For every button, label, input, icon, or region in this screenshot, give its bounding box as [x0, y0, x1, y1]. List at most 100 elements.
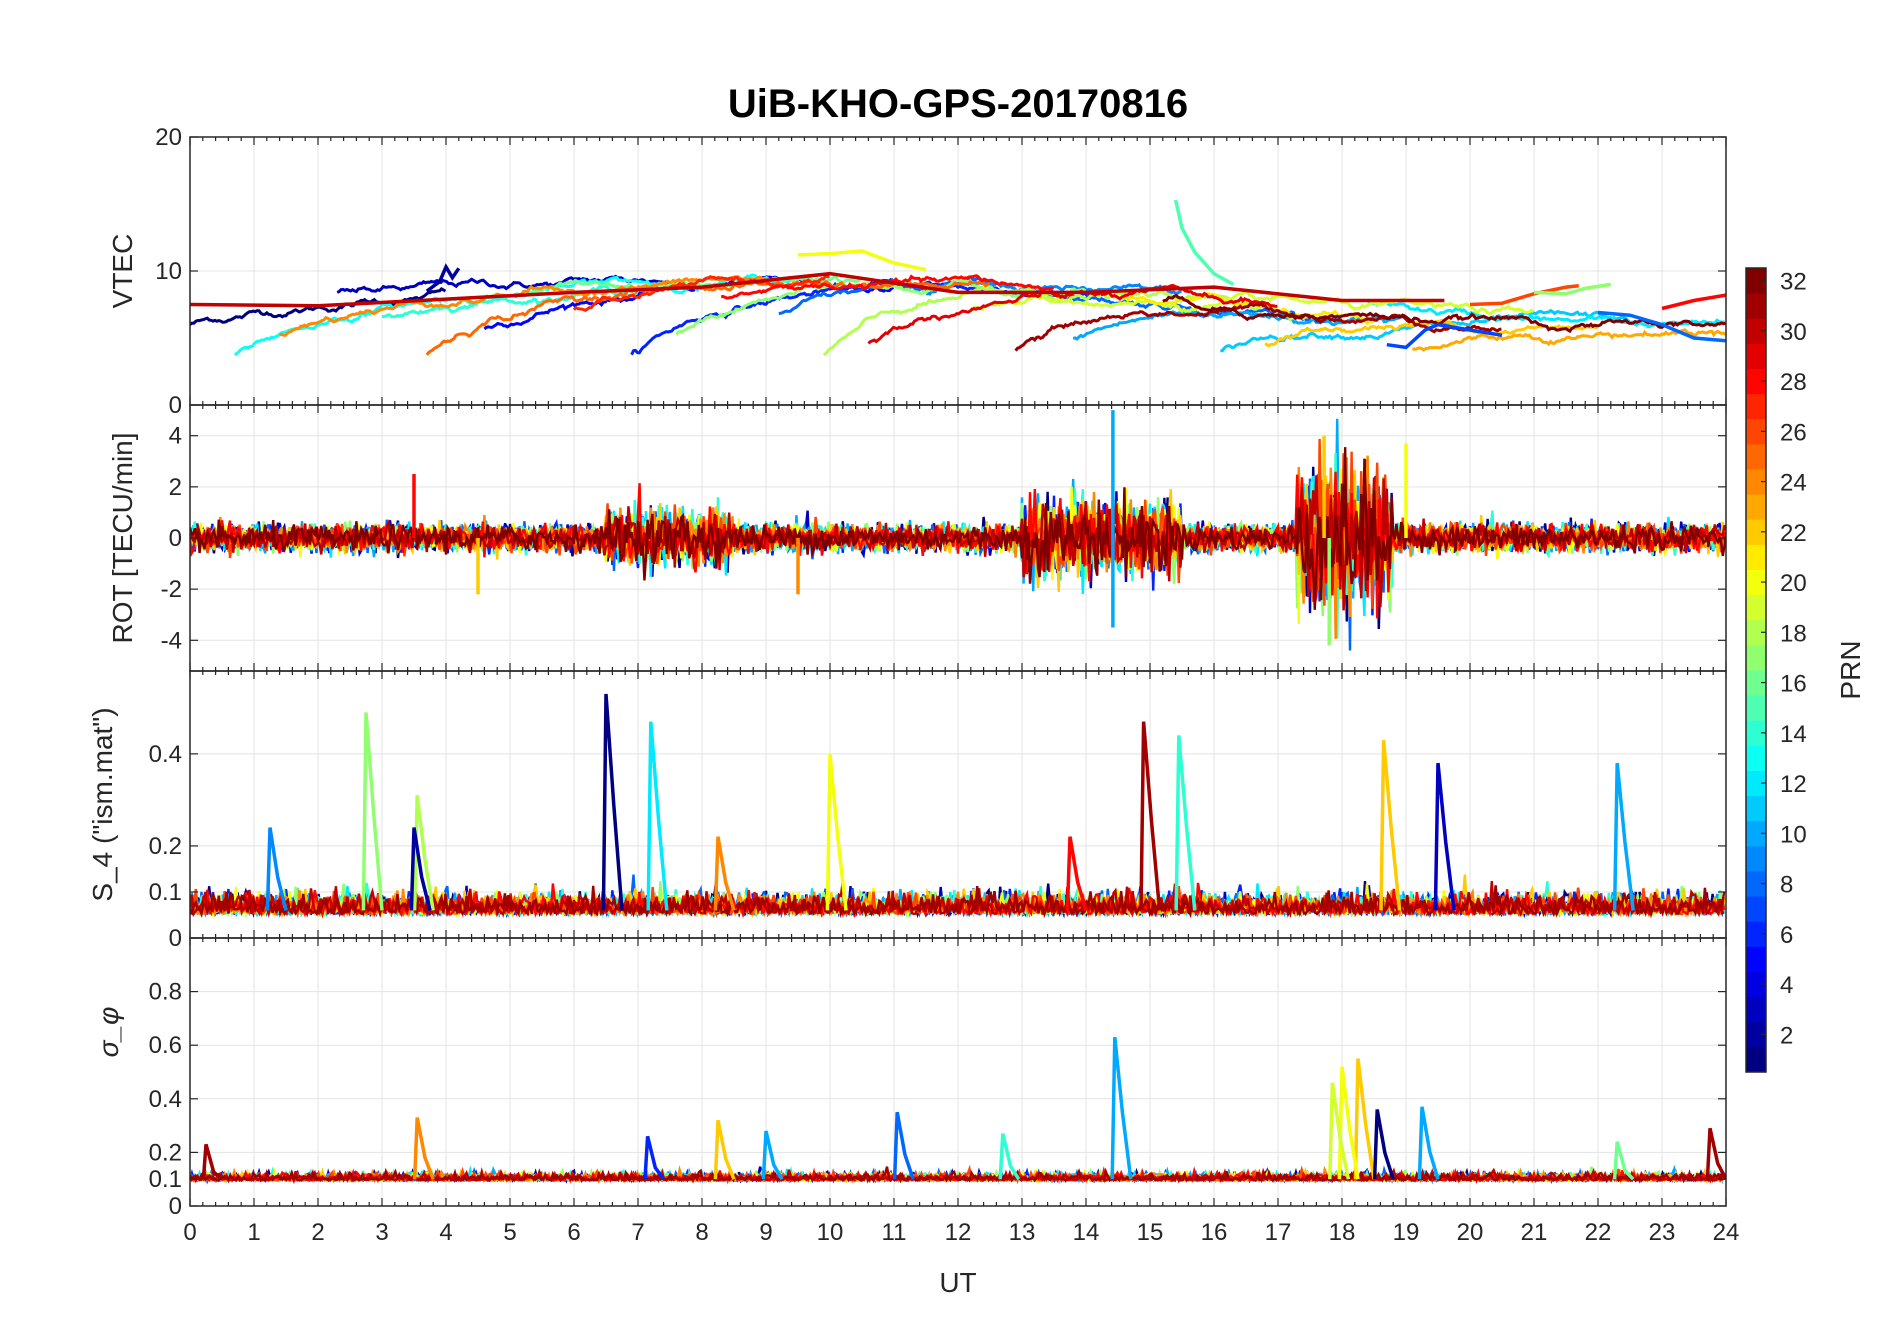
- ticks: [189, 938, 1727, 1207]
- colorbar-swatch: [1746, 644, 1766, 671]
- colorbar-swatch: [1746, 971, 1766, 998]
- figure-title: UiB-KHO-GPS-20170816: [728, 82, 1188, 126]
- y-axis-label: σ_φ: [93, 1007, 124, 1058]
- x-tick-label: 18: [1329, 1219, 1356, 1246]
- y-tick-label: 0.4: [149, 741, 182, 768]
- colorbar-swatch: [1746, 845, 1766, 872]
- panel-sigma_phi: 00.10.20.40.60.8σ_φ0 1 2 3 4 5 6 7 8 9 10 11 12 13 14 1…: [93, 937, 1739, 1246]
- colorbar-swatch: [1746, 795, 1766, 822]
- colorbar-swatch: [1746, 946, 1766, 972]
- colorbar-frame: [1745, 267, 1767, 1073]
- series-line-prn-24: [279, 275, 766, 337]
- peak-prn-10: [1417, 1106, 1440, 1180]
- panel-rot: -4 -2 0 2 4 ROT [TECU/min]: [107, 404, 1727, 672]
- series-line-prn-31: [1014, 301, 1502, 352]
- grid: [190, 938, 1726, 1207]
- traces: [190, 410, 1726, 651]
- colorbar-tick-label: 30: [1780, 319, 1807, 346]
- y-tick-label: 0.2: [149, 1139, 182, 1166]
- x-tick-label: 6: [567, 1219, 580, 1246]
- x-tick-label: 13: [1009, 1219, 1036, 1246]
- series-line-prn-8: [1597, 310, 1726, 343]
- y-tick-label: 0: [169, 392, 182, 419]
- y-tick-label: -4: [161, 627, 182, 654]
- y-tick-label: 0.8: [149, 979, 182, 1006]
- peak-prn-17: [361, 712, 384, 911]
- peak-prn-31: [1705, 1127, 1726, 1181]
- colorbar-swatch: [1746, 594, 1766, 621]
- peak-prn-1: [601, 693, 624, 911]
- colorbar-swatch: [1746, 293, 1766, 319]
- colorbar-swatch: [1746, 519, 1766, 545]
- y-axis-label: VTEC: [107, 234, 138, 309]
- peak-prn-22: [1353, 1058, 1376, 1180]
- y-tick-label: 0.6: [149, 1032, 182, 1059]
- peak-prn-6: [643, 1135, 666, 1181]
- peak-prn-24: [412, 1117, 435, 1180]
- peak-prn-20: [1337, 1066, 1360, 1180]
- colorbar-swatch: [1746, 494, 1766, 520]
- x-tick-label: 0: [183, 1219, 196, 1246]
- y-tick-label: 0.1: [149, 879, 182, 906]
- colorbar-tick-label: 18: [1780, 620, 1807, 647]
- peak-prn-16: [1612, 1141, 1635, 1181]
- y-axis-label: ROT [TECU/min]: [107, 432, 138, 643]
- series-line-prn-19: [969, 290, 1535, 315]
- x-axis-label: UT: [939, 1267, 976, 1298]
- y-tick-label: 0: [169, 925, 182, 952]
- colorbar-swatch: [1746, 318, 1766, 344]
- y-tick-label: 0: [169, 1193, 182, 1220]
- peak-prn-14: [1174, 735, 1197, 911]
- y-tick-label: -2: [161, 576, 182, 603]
- series-line-prn-28: [1661, 293, 1726, 311]
- x-tick-label: 5: [503, 1219, 516, 1246]
- colorbar-tick-label: 16: [1780, 671, 1807, 698]
- x-tick-label: 3: [375, 1219, 388, 1246]
- series-line-prn-32: [190, 447, 1726, 610]
- peak-prn-20: [825, 753, 848, 911]
- colorbar-swatch: [1746, 720, 1766, 746]
- colorbar-tick-label: 14: [1780, 721, 1807, 748]
- peak-prn-24: [713, 836, 736, 911]
- x-tick-label: 1: [247, 1219, 260, 1246]
- peak-prn-8: [892, 1111, 915, 1180]
- colorbar-tick-label: 22: [1780, 520, 1807, 547]
- colorbar-swatch: [1746, 1021, 1766, 1048]
- colorbar-label: PRN: [1835, 640, 1866, 699]
- x-tick-label: 2: [311, 1219, 324, 1246]
- y-tick-label: 2: [169, 474, 182, 501]
- peak-prn-3: [1433, 762, 1456, 911]
- colorbar-tick-label: 4: [1780, 972, 1793, 999]
- series-line-prn-7: [1386, 322, 1503, 350]
- peak-prn-31: [201, 1143, 224, 1181]
- colorbar-swatch: [1746, 996, 1766, 1023]
- colorbar-swatch: [1746, 443, 1766, 470]
- colorbar-swatch: [1746, 418, 1766, 445]
- x-tick-label: 23: [1649, 1219, 1676, 1246]
- colorbar-swatch: [1746, 670, 1766, 696]
- colorbar-tick-label: 2: [1780, 1022, 1793, 1049]
- series-line-prn-31: [190, 1166, 1726, 1184]
- x-tick-label: 9: [759, 1219, 772, 1246]
- grid: [190, 405, 1726, 671]
- panel-vtec: 0 10 20 VTEC: [107, 124, 1727, 419]
- colorbar-swatch: [1746, 695, 1766, 721]
- x-tick-label: 20: [1457, 1219, 1484, 1246]
- peak-prn-18: [412, 795, 435, 911]
- colorbar-swatch: [1746, 393, 1766, 420]
- series-line-prn-31: [190, 885, 1726, 919]
- peak-prn-31: [1139, 721, 1162, 911]
- x-tick-label: 16: [1201, 1219, 1228, 1246]
- series-line-prn-20: [797, 249, 927, 272]
- x-tick-label: 14: [1073, 1219, 1100, 1246]
- traces: [190, 1037, 1726, 1185]
- series-line-prn-23: [1412, 328, 1726, 352]
- x-tick-label: 4: [439, 1219, 452, 1246]
- peak-prn-10: [1612, 762, 1635, 911]
- y-tick-label: 0.2: [149, 833, 182, 860]
- x-tick-label: 15: [1137, 1219, 1164, 1246]
- colorbar-swatch: [1746, 268, 1766, 294]
- colorbar-swatch: [1746, 820, 1766, 847]
